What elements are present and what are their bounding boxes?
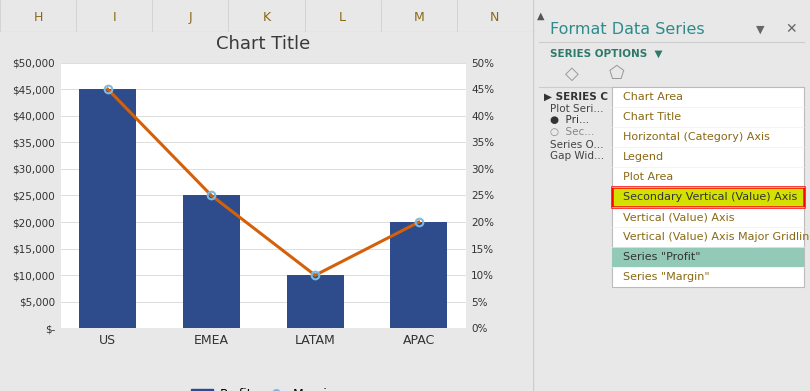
Text: L: L — [339, 11, 346, 24]
Text: Secondary Vertical (Value) Axis: Secondary Vertical (Value) Axis — [623, 192, 797, 202]
Text: M: M — [413, 11, 424, 24]
Bar — [183, 196, 240, 328]
Text: ●  Pri...: ● Pri... — [550, 115, 589, 126]
Text: Legend: Legend — [623, 152, 664, 162]
Text: N: N — [490, 11, 500, 24]
Text: Vertical (Value) Axis: Vertical (Value) Axis — [623, 212, 735, 222]
Text: J: J — [189, 11, 192, 24]
Bar — [79, 89, 136, 328]
Text: Series "Profit": Series "Profit" — [623, 252, 701, 262]
Text: ▼: ▼ — [756, 24, 765, 34]
Text: K: K — [262, 11, 271, 24]
Text: Horizontal (Category) Axis: Horizontal (Category) Axis — [623, 132, 770, 142]
Title: Chart Title: Chart Title — [216, 35, 310, 53]
Text: ◇: ◇ — [565, 65, 578, 83]
Text: H: H — [33, 11, 43, 24]
Text: ○  Sec...: ○ Sec... — [550, 127, 594, 137]
Text: Vertical (Value) Axis Major Gridlines: Vertical (Value) Axis Major Gridlines — [623, 232, 810, 242]
Bar — [612, 247, 804, 267]
Text: Series O...: Series O... — [550, 140, 603, 150]
Text: SERIES OPTIONS  ▼: SERIES OPTIONS ▼ — [550, 49, 662, 59]
Bar — [612, 87, 804, 287]
Bar — [287, 275, 343, 328]
Text: Gap Wid...: Gap Wid... — [550, 151, 603, 161]
Text: ▶ SERIES C: ▶ SERIES C — [544, 92, 608, 102]
Text: ✕: ✕ — [785, 22, 796, 36]
Text: Format Data Series: Format Data Series — [550, 22, 704, 37]
Text: ⬠: ⬠ — [608, 65, 624, 83]
Text: Plot Area: Plot Area — [623, 172, 673, 182]
Text: ▲: ▲ — [537, 11, 545, 21]
Text: Chart Area: Chart Area — [623, 92, 683, 102]
Legend: Profit, Margin: Profit, Margin — [185, 382, 341, 391]
Bar — [390, 222, 447, 328]
Text: Plot Seri...: Plot Seri... — [550, 104, 603, 114]
Bar — [612, 187, 804, 207]
Text: Chart Title: Chart Title — [623, 112, 681, 122]
Text: I: I — [113, 11, 116, 24]
Text: Series "Margin": Series "Margin" — [623, 273, 710, 282]
